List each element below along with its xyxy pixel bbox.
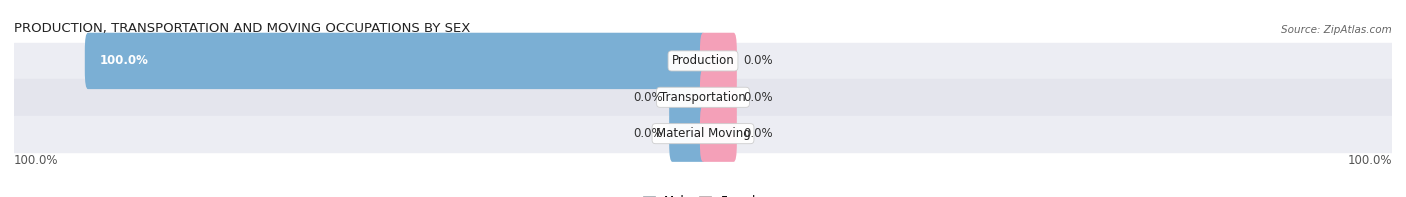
- Text: 100.0%: 100.0%: [1347, 154, 1392, 167]
- Text: 0.0%: 0.0%: [742, 91, 773, 104]
- Text: Source: ZipAtlas.com: Source: ZipAtlas.com: [1281, 25, 1392, 35]
- Bar: [14, 116, 1392, 152]
- FancyBboxPatch shape: [700, 69, 737, 125]
- Text: 100.0%: 100.0%: [14, 154, 59, 167]
- Text: 0.0%: 0.0%: [742, 54, 773, 67]
- FancyBboxPatch shape: [669, 105, 706, 162]
- FancyBboxPatch shape: [669, 69, 706, 125]
- Text: Transportation: Transportation: [661, 91, 745, 104]
- Legend: Male, Female: Male, Female: [638, 190, 768, 197]
- Text: PRODUCTION, TRANSPORTATION AND MOVING OCCUPATIONS BY SEX: PRODUCTION, TRANSPORTATION AND MOVING OC…: [14, 22, 471, 35]
- Text: Material Moving: Material Moving: [655, 127, 751, 140]
- Text: 100.0%: 100.0%: [100, 54, 149, 67]
- FancyBboxPatch shape: [700, 105, 737, 162]
- Text: Production: Production: [672, 54, 734, 67]
- Text: 0.0%: 0.0%: [742, 127, 773, 140]
- Bar: [14, 79, 1392, 115]
- FancyBboxPatch shape: [700, 33, 737, 89]
- Text: 0.0%: 0.0%: [633, 127, 664, 140]
- FancyBboxPatch shape: [84, 33, 706, 89]
- Text: 0.0%: 0.0%: [633, 91, 664, 104]
- Bar: [14, 43, 1392, 79]
